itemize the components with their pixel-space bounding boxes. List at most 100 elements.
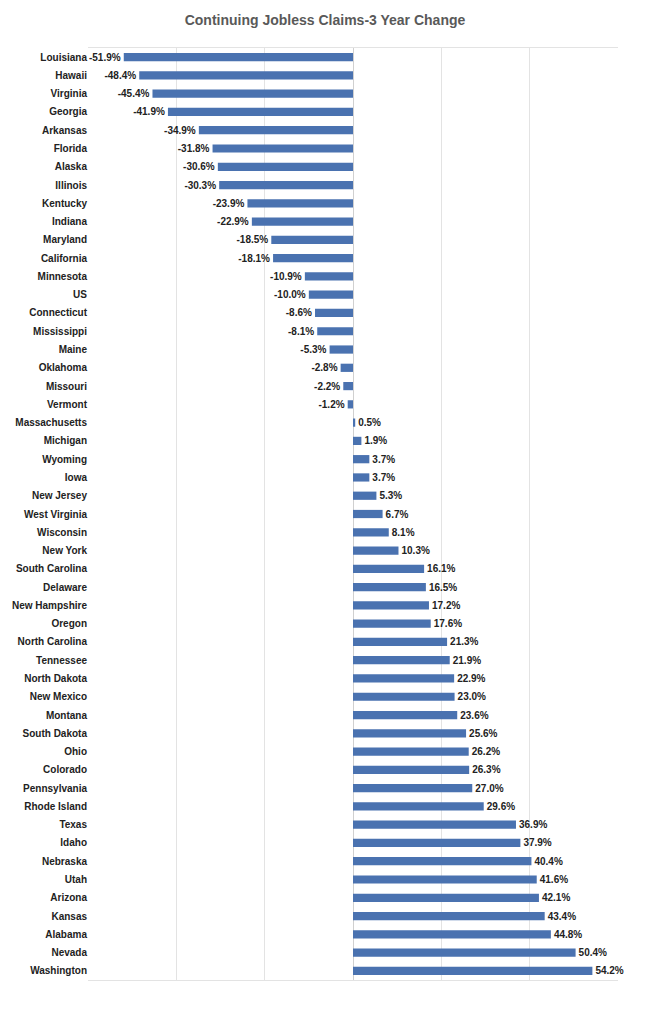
svg-text:Georgia: Georgia <box>49 106 87 117</box>
svg-text:Vermont: Vermont <box>47 399 88 410</box>
svg-text:Montana: Montana <box>46 710 88 721</box>
svg-text:-23.9%: -23.9% <box>213 198 245 209</box>
svg-text:23.6%: 23.6% <box>460 710 488 721</box>
svg-text:New Jersey: New Jersey <box>32 490 87 501</box>
svg-text:3.7%: 3.7% <box>372 472 395 483</box>
svg-text:3.7%: 3.7% <box>372 454 395 465</box>
svg-text:North Carolina: North Carolina <box>18 636 88 647</box>
svg-text:5.3%: 5.3% <box>379 490 402 501</box>
svg-text:36.9%: 36.9% <box>519 819 547 830</box>
svg-text:42.1%: 42.1% <box>542 892 570 903</box>
svg-text:Oklahoma: Oklahoma <box>39 362 88 373</box>
svg-text:22.9%: 22.9% <box>457 673 485 684</box>
svg-text:Alaska: Alaska <box>55 161 88 172</box>
svg-text:Continuing Jobless Claims-3 Ye: Continuing Jobless Claims-3 Year Change <box>185 12 466 28</box>
svg-text:Iowa: Iowa <box>65 472 88 483</box>
svg-text:Oregon: Oregon <box>51 618 87 629</box>
svg-text:South Dakota: South Dakota <box>23 728 88 739</box>
svg-text:-48.4%: -48.4% <box>104 70 136 81</box>
svg-text:21.3%: 21.3% <box>450 636 478 647</box>
svg-text:Nebraska: Nebraska <box>42 856 87 867</box>
svg-text:Indiana: Indiana <box>52 216 87 227</box>
svg-text:29.6%: 29.6% <box>487 801 515 812</box>
svg-text:New Hampshire: New Hampshire <box>12 600 87 611</box>
svg-text:Arkansas: Arkansas <box>42 125 87 136</box>
svg-text:Washington: Washington <box>30 965 87 976</box>
svg-text:Mississippi: Mississippi <box>33 326 87 337</box>
svg-text:-51.9%: -51.9% <box>89 52 121 63</box>
svg-text:-34.9%: -34.9% <box>164 125 196 136</box>
svg-text:Rhode Island: Rhode Island <box>24 801 87 812</box>
svg-text:Michigan: Michigan <box>44 435 87 446</box>
svg-text:Hawaii: Hawaii <box>55 70 87 81</box>
svg-text:Utah: Utah <box>65 874 87 885</box>
svg-text:Kansas: Kansas <box>51 911 87 922</box>
svg-text:California: California <box>41 253 88 264</box>
svg-text:-8.1%: -8.1% <box>288 326 314 337</box>
svg-text:-2.2%: -2.2% <box>314 381 340 392</box>
svg-text:Massachusetts: Massachusetts <box>15 417 87 428</box>
svg-text:1.9%: 1.9% <box>364 435 387 446</box>
svg-text:-2.8%: -2.8% <box>311 362 337 373</box>
svg-text:26.3%: 26.3% <box>472 764 500 775</box>
svg-text:17.2%: 17.2% <box>432 600 460 611</box>
svg-text:-31.8%: -31.8% <box>178 143 210 154</box>
svg-text:Louisiana: Louisiana <box>40 52 87 63</box>
svg-text:40.4%: 40.4% <box>534 856 562 867</box>
svg-text:-5.3%: -5.3% <box>300 344 326 355</box>
svg-text:Illinois: Illinois <box>55 180 87 191</box>
svg-text:26.2%: 26.2% <box>472 746 500 757</box>
svg-text:Arizona: Arizona <box>50 892 87 903</box>
svg-text:41.6%: 41.6% <box>540 874 568 885</box>
svg-text:-1.2%: -1.2% <box>318 399 344 410</box>
svg-text:50.4%: 50.4% <box>579 947 607 958</box>
svg-text:-10.0%: -10.0% <box>274 289 306 300</box>
svg-text:Maine: Maine <box>59 344 88 355</box>
svg-text:Colorado: Colorado <box>43 764 87 775</box>
svg-text:New Mexico: New Mexico <box>30 691 87 702</box>
svg-text:43.4%: 43.4% <box>548 911 576 922</box>
svg-text:16.1%: 16.1% <box>427 563 455 574</box>
svg-text:16.5%: 16.5% <box>429 582 457 593</box>
svg-text:Missouri: Missouri <box>46 381 87 392</box>
svg-text:South Carolina: South Carolina <box>16 563 88 574</box>
svg-text:Virginia: Virginia <box>51 88 88 99</box>
svg-text:-18.5%: -18.5% <box>236 234 268 245</box>
svg-text:-10.9%: -10.9% <box>270 271 302 282</box>
svg-text:6.7%: 6.7% <box>386 509 409 520</box>
svg-text:8.1%: 8.1% <box>392 527 415 538</box>
svg-text:-30.3%: -30.3% <box>184 180 216 191</box>
svg-text:-45.4%: -45.4% <box>118 88 150 99</box>
svg-text:Nevada: Nevada <box>51 947 87 958</box>
svg-text:Florida: Florida <box>54 143 88 154</box>
svg-text:44.8%: 44.8% <box>554 929 582 940</box>
svg-text:17.6%: 17.6% <box>434 618 462 629</box>
svg-text:Alabama: Alabama <box>45 929 87 940</box>
svg-text:25.6%: 25.6% <box>469 728 497 739</box>
svg-text:Maryland: Maryland <box>43 234 87 245</box>
svg-text:Ohio: Ohio <box>64 746 87 757</box>
svg-text:37.9%: 37.9% <box>523 837 551 848</box>
svg-text:Tennessee: Tennessee <box>36 655 87 666</box>
svg-text:21.9%: 21.9% <box>453 655 481 666</box>
svg-text:Delaware: Delaware <box>43 582 87 593</box>
svg-text:Wisconsin: Wisconsin <box>37 527 87 538</box>
svg-text:West Virginia: West Virginia <box>24 509 87 520</box>
svg-text:New York: New York <box>42 545 87 556</box>
svg-text:-8.6%: -8.6% <box>286 307 312 318</box>
svg-text:-18.1%: -18.1% <box>238 253 270 264</box>
svg-text:27.0%: 27.0% <box>475 783 503 794</box>
svg-text:North Dakota: North Dakota <box>24 673 87 684</box>
svg-text:Wyoming: Wyoming <box>42 454 87 465</box>
svg-text:Idaho: Idaho <box>60 837 87 848</box>
svg-text:Pennsylvania: Pennsylvania <box>23 783 87 794</box>
svg-text:23.0%: 23.0% <box>458 691 486 702</box>
svg-text:-41.9%: -41.9% <box>133 106 165 117</box>
svg-text:Minnesota: Minnesota <box>38 271 88 282</box>
svg-text:0.5%: 0.5% <box>358 417 381 428</box>
svg-text:54.2%: 54.2% <box>595 965 623 976</box>
svg-text:Kentucky: Kentucky <box>42 198 87 209</box>
svg-text:10.3%: 10.3% <box>401 545 429 556</box>
svg-text:Texas: Texas <box>59 819 87 830</box>
svg-text:-30.6%: -30.6% <box>183 161 215 172</box>
